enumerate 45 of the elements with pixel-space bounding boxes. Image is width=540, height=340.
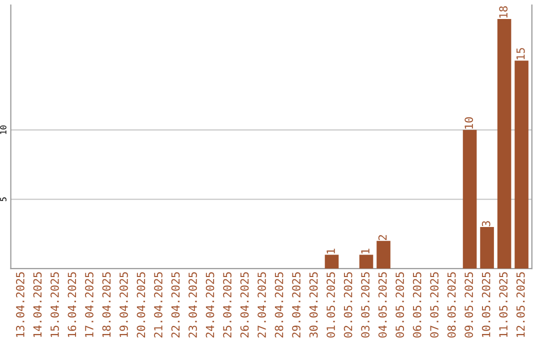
data-label: 18 bbox=[499, 6, 508, 18]
x-tick-label: 19.04.2025 bbox=[120, 272, 128, 337]
data-label: 10 bbox=[464, 117, 474, 129]
x-tick-label: 23.04.2025 bbox=[188, 272, 197, 338]
data-label: 1 bbox=[326, 248, 335, 254]
x-tick-label: 28.04.2025 bbox=[274, 272, 284, 338]
bar bbox=[497, 18, 512, 269]
x-tick-label: 03.05.2025 bbox=[361, 272, 370, 338]
bar bbox=[324, 254, 339, 269]
x-tick-label: 15.04.2025 bbox=[50, 272, 59, 337]
x-tick-label: 22.04.2025 bbox=[171, 272, 180, 338]
x-tick-label: 02.05.2025 bbox=[344, 272, 352, 338]
x-tick-label: 14.04.2025 bbox=[33, 272, 42, 337]
x-tick-label: 05.05.2025 bbox=[396, 272, 404, 338]
x-tick-label: 13.04.2025 bbox=[16, 272, 24, 337]
x-tick-label: 24.04.2025 bbox=[206, 272, 214, 338]
bar bbox=[359, 254, 374, 269]
x-tick-label: 09.05.2025 bbox=[464, 272, 474, 338]
data-label: 2 bbox=[378, 235, 387, 240]
x-tick-label: 18.04.2025 bbox=[102, 272, 111, 337]
bar bbox=[376, 240, 390, 269]
x-tick-label: 04.05.2025 bbox=[378, 272, 387, 338]
x-tick-label: 01.05.2025 bbox=[326, 272, 335, 338]
bar bbox=[514, 60, 528, 269]
x-tick-label: 25.04.2025 bbox=[223, 272, 232, 338]
x-tick-label: 29.04.2025 bbox=[292, 272, 300, 338]
x-tick-label: 30.04.2025 bbox=[309, 272, 318, 338]
x-tick-label: 21.04.2025 bbox=[154, 272, 162, 338]
x-tick-label: 26.04.2025 bbox=[240, 272, 249, 338]
y-tick-label: 5 bbox=[0, 197, 6, 202]
data-label: 3 bbox=[482, 221, 490, 226]
x-tick-label: 12.05.2025 bbox=[516, 272, 525, 337]
x-tick-label: 20.04.2025 bbox=[136, 272, 146, 338]
x-tick-label: 16.04.2025 bbox=[68, 272, 76, 337]
bar bbox=[462, 130, 477, 269]
x-tick-label: 27.04.2025 bbox=[258, 272, 266, 338]
x-tick-label: 08.05.2025 bbox=[447, 272, 456, 338]
x-tick-label: 17.04.2025 bbox=[85, 272, 94, 337]
bar bbox=[480, 226, 494, 269]
x-tick-label: 06.05.2025 bbox=[412, 272, 422, 338]
data-label: 15 bbox=[516, 48, 525, 60]
data-label: 1 bbox=[361, 248, 370, 254]
x-tick-label: 10.05.2025 bbox=[482, 272, 490, 337]
x-tick-label: 11.05.2025 bbox=[499, 272, 508, 337]
x-tick-label: 07.05.2025 bbox=[430, 272, 439, 338]
